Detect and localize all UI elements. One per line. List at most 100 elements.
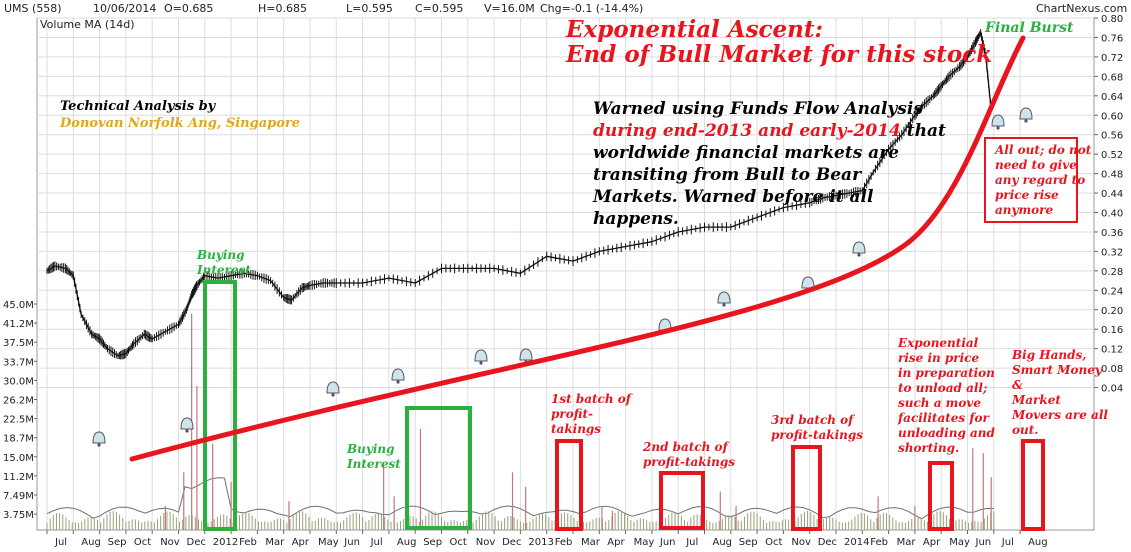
- big-hands-label-line: Big Hands,: [1011, 348, 1086, 362]
- author-name: Donovan Norfolk Ang, Singapore: [59, 116, 300, 131]
- price-tick-label: 0.48: [1101, 170, 1123, 181]
- header-symbol: UMS (558): [4, 2, 62, 15]
- month-tick-label: Nov: [160, 537, 180, 548]
- alert-bell-icon: [474, 349, 488, 365]
- profit-taking-box-1: [555, 439, 583, 531]
- profit-taking-label-2-line: 2nd batch of: [642, 440, 730, 454]
- price-tick-label: 0.76: [1101, 33, 1123, 44]
- volume-tick-label: 7.49M: [3, 491, 34, 502]
- price-tick-label: 0.04: [1101, 384, 1123, 395]
- volume-tick-label: 3.75M: [3, 510, 34, 521]
- alert-bell-icon: [180, 417, 194, 433]
- bell-clapper: [857, 253, 861, 257]
- profit-taking-label-1-line: profit-: [551, 407, 593, 421]
- profit-taking-label-3-line: 3rd batch of: [771, 413, 855, 427]
- bell-body: [991, 114, 1005, 127]
- exponential-trend-curve: [129, 35, 1026, 462]
- bell-body: [801, 276, 815, 289]
- all-out-label-line: need to give: [995, 158, 1077, 172]
- price-tick-label: 0.36: [1101, 228, 1123, 239]
- alert-bell-icon: [852, 241, 866, 257]
- month-tick-label: Sep: [423, 537, 442, 548]
- bell-body: [326, 381, 340, 394]
- warning-line-6: happens.: [593, 209, 679, 229]
- volume-tick-label: 30.0M: [3, 376, 34, 387]
- exponential-rise-label-line: rise in price: [898, 351, 979, 365]
- month-tick-label: Feb: [239, 537, 257, 548]
- month-tick-label: Mar: [581, 537, 601, 548]
- price-tick-label: 0.16: [1101, 325, 1123, 336]
- warning-line-2-tail: that: [901, 121, 946, 141]
- month-tick-label: Jul: [685, 537, 698, 548]
- month-tick-label: Oct: [765, 537, 782, 548]
- exponential-rise-label-line: to unload all;: [898, 381, 987, 395]
- bell-body: [1019, 107, 1033, 120]
- header-open: O=0.685: [164, 2, 213, 15]
- exponential-rise-label-line: such a move: [898, 396, 981, 410]
- buying-interest-label-2-line: Buying: [346, 442, 395, 456]
- month-tick-label: Oct: [134, 537, 151, 548]
- warning-line-3: worldwide financial markets are: [593, 143, 899, 163]
- price-tick-label: 0.64: [1101, 92, 1123, 103]
- all-out-box: [984, 137, 1078, 223]
- volume-tick-label: 41.2M: [3, 319, 34, 330]
- axes: 0.80 0.76 0.72 0.68 0.64 0.60 0.56 0.52 0.48 0.44…: [3, 14, 1123, 548]
- volume-tick-label: 11.2M: [3, 472, 34, 483]
- bell-body: [519, 348, 533, 361]
- warning-line-6-text: happens.: [593, 209, 679, 229]
- warning-line-1-text: Warned using Funds Flow Analysis: [593, 99, 923, 119]
- bell-body: [717, 291, 731, 304]
- month-tick-label: Jul: [370, 537, 383, 548]
- price-tick-label: 0.12: [1101, 345, 1123, 356]
- month-tick-label: Jun: [975, 537, 992, 548]
- month-tick-label: Apr: [292, 537, 310, 548]
- price-tick-label: 0.24: [1101, 286, 1123, 297]
- month-tick-label: Nov: [791, 537, 811, 548]
- volume-tick-label: 45.0M: [3, 300, 34, 311]
- month-tick-label: May: [318, 537, 339, 548]
- price-tick-label: 0.44: [1101, 189, 1123, 200]
- month-tick-label: Aug: [81, 537, 101, 548]
- warning-line-3-text: worldwide financial markets are: [593, 143, 899, 163]
- month-tick-label: Oct: [450, 537, 467, 548]
- month-tick-label: Jul: [54, 537, 67, 548]
- header-high: H=0.685: [258, 2, 307, 15]
- alert-bell-icon: [391, 368, 405, 384]
- all-out-label-line: price rise: [995, 188, 1059, 202]
- buying-interest-label-1-line: Interest: [196, 263, 251, 277]
- chart-subtitle: End of Bull Market for this stock: [565, 41, 992, 68]
- warning-line-5: Markets. Warned before it all: [592, 187, 874, 207]
- exponential-rise-label-line: in preparation: [898, 366, 995, 380]
- final-burst-label: Final Burst: [984, 20, 1074, 36]
- warning-line-5-text: Markets. Warned before it all: [592, 187, 874, 207]
- exponential-rise-label-line: Exponential: [897, 336, 979, 350]
- warning-line-4: transiting from Bull to Bear: [593, 165, 862, 185]
- volume-tick-label: 26.2M: [3, 396, 34, 407]
- bell-body: [852, 241, 866, 254]
- month-tick-label: Nov: [476, 537, 496, 548]
- month-tick-label: Dec: [818, 537, 837, 548]
- profit-taking-box-3: [791, 445, 822, 531]
- warning-line-1: Warned using Funds Flow Analysis: [593, 99, 923, 119]
- price-tick-label: 0.40: [1101, 209, 1123, 220]
- month-tick-label: Dec: [502, 537, 521, 548]
- buying-interest-box-2: [405, 406, 472, 530]
- price-tick-label: 0.52: [1101, 150, 1123, 161]
- month-tick-label: May: [634, 537, 655, 548]
- month-tick-label: 2012: [213, 537, 238, 548]
- bell-body: [658, 318, 672, 331]
- price-tick-label: 0.20: [1101, 306, 1123, 317]
- volume-ma-label: Volume MA (14d): [40, 18, 134, 31]
- month-tick-label: Feb: [870, 537, 888, 548]
- buying-interest-box-1: [203, 280, 237, 531]
- alert-bell-icon: [717, 291, 731, 307]
- price-series: [46, 29, 992, 360]
- month-tick-label: Mar: [897, 537, 917, 548]
- price-tick-label: 0.68: [1101, 72, 1123, 83]
- bell-body: [180, 417, 194, 430]
- profit-taking-box-2: [659, 471, 705, 530]
- month-tick-label: Aug: [713, 537, 733, 548]
